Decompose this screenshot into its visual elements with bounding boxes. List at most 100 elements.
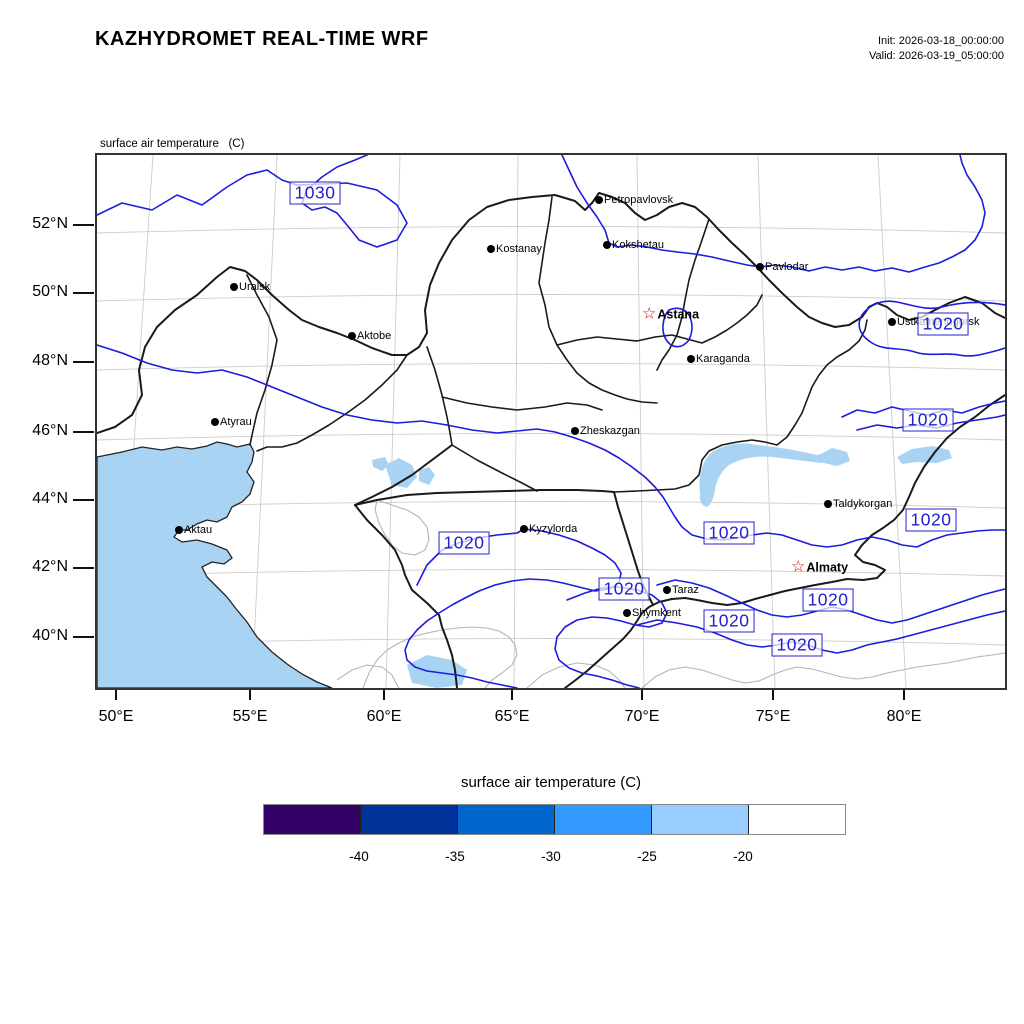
city-marker: Kokshetau: [603, 239, 664, 251]
water-bodies: [97, 441, 952, 688]
city-label: Petropavlovsk: [604, 194, 674, 206]
pressure-value-label: 1030: [289, 181, 341, 205]
lat-tick-label: 42°N: [32, 558, 68, 575]
page-title: KAZHYDROMET REAL-TIME WRF: [95, 28, 429, 50]
lat-tick-mark: [73, 499, 94, 501]
city-label: Kostanay: [496, 243, 542, 255]
colorbar-tick-label: -25: [637, 849, 657, 864]
city-label: Kyzylorda: [529, 523, 578, 535]
city-marker: Kyzylorda: [520, 523, 577, 535]
lon-tick-label: 50°E: [98, 708, 134, 725]
city-dot: [520, 525, 528, 533]
lat-tick-mark: [73, 567, 94, 569]
city-dot: [663, 586, 671, 594]
lat-tick-label: 48°N: [32, 352, 68, 369]
city-label: Zheskazgan: [580, 425, 640, 437]
colorbar-tick-label: -20: [733, 849, 753, 864]
city-label: Shymkent: [632, 607, 681, 619]
city-marker: Aktau: [175, 524, 212, 536]
caspian-sea: [97, 441, 333, 688]
city-marker: Taraz: [663, 584, 699, 596]
city-label: Uralsk: [239, 281, 271, 293]
city-dot: [348, 332, 356, 340]
colorbar: [263, 804, 846, 835]
lake-zaysan: [897, 446, 952, 464]
map-plot-area: Petropavlovsk Kostanay Kokshetau Pavlodar Ur…: [95, 153, 1007, 690]
lon-tick-mark: [511, 687, 513, 700]
capital-star-icon: ☆: [642, 305, 657, 323]
pressure-value-label: 1020: [703, 521, 755, 545]
city-dot: [756, 263, 764, 271]
city-label: Atyrau: [220, 416, 252, 428]
lat-tick-label: 46°N: [32, 422, 68, 439]
lon-tick-label: 55°E: [232, 708, 268, 725]
colorbar-title: surface air temperature (C): [460, 774, 642, 791]
pressure-value-label: 1020: [902, 408, 954, 432]
colorbar-segment: [748, 805, 845, 834]
city-marker: Uralsk: [230, 281, 270, 293]
city-dot: [623, 609, 631, 617]
city-dot: [824, 500, 832, 508]
pressure-value-label: 1020: [598, 577, 650, 601]
capital-city-label: Astana: [657, 307, 700, 322]
graticule: [97, 155, 1005, 688]
lat-tick-label: 40°N: [32, 627, 68, 644]
city-label: Aktobe: [357, 330, 392, 342]
pressure-value-label: 1020: [905, 508, 957, 532]
colorbar-tick-label: -40: [349, 849, 369, 864]
city-dot: [595, 196, 603, 204]
capital-star-icon: ☆: [791, 558, 806, 576]
city-marker: Karaganda: [687, 353, 750, 365]
colorbar-segment: [651, 805, 748, 834]
neighbor-borders: [336, 499, 1005, 688]
colorbar-segment: [457, 805, 554, 834]
city-dot: [571, 427, 579, 435]
lon-tick-mark: [115, 687, 117, 700]
country-borders: [97, 192, 1005, 688]
city-marker: Pavlodar: [756, 261, 808, 273]
lake-alakol: [819, 448, 850, 466]
lat-tick-mark: [73, 431, 94, 433]
lon-tick-mark: [641, 687, 643, 700]
colorbar-segment: [554, 805, 651, 834]
lat-tick-mark: [73, 636, 94, 638]
city-marker: Taldykorgan: [824, 498, 892, 510]
colorbar-segment: [264, 805, 360, 834]
lon-tick-mark: [383, 687, 385, 700]
colorbar-tick-label: -35: [445, 849, 465, 864]
lat-tick-label: 50°N: [32, 283, 68, 300]
lon-tick-label: 70°E: [624, 708, 660, 725]
lon-tick-label: 80°E: [886, 708, 922, 725]
city-label: Kokshetau: [612, 239, 664, 251]
lat-tick-mark: [73, 224, 94, 226]
city-marker: Aktobe: [348, 330, 391, 342]
pressure-value-label: 1020: [802, 588, 854, 612]
lon-tick-label: 65°E: [494, 708, 530, 725]
city-label: Pavlodar: [765, 261, 809, 273]
field-temperature-label: surface air temperature (C): [100, 138, 245, 150]
city-marker: Kostanay: [487, 243, 542, 255]
lat-tick-mark: [73, 361, 94, 363]
city-marker: Shymkent: [623, 607, 681, 619]
aral-sea: [385, 458, 417, 488]
valid-time: Valid: 2026-03-19_05:00:00: [869, 50, 1004, 62]
city-dot: [487, 245, 495, 253]
lon-tick-label: 75°E: [755, 708, 791, 725]
colorbar-tick-label: -30: [541, 849, 561, 864]
lat-tick-label: 44°N: [32, 490, 68, 507]
lat-tick-label: 52°N: [32, 215, 68, 232]
colorbar-segment: [360, 805, 457, 834]
city-label: Aktau: [184, 524, 213, 536]
pressure-value-label: 1020: [917, 312, 969, 336]
lon-tick-mark: [903, 687, 905, 700]
city-dot: [230, 283, 238, 291]
city-dot: [687, 355, 695, 363]
pressure-value-label: 1020: [703, 609, 755, 633]
capital-city-marker: ☆ Astana: [642, 305, 700, 323]
city-label: Karaganda: [696, 353, 750, 365]
city-dot: [603, 241, 611, 249]
city-dot: [888, 318, 896, 326]
city-dot: [175, 526, 183, 534]
lat-tick-mark: [73, 292, 94, 294]
